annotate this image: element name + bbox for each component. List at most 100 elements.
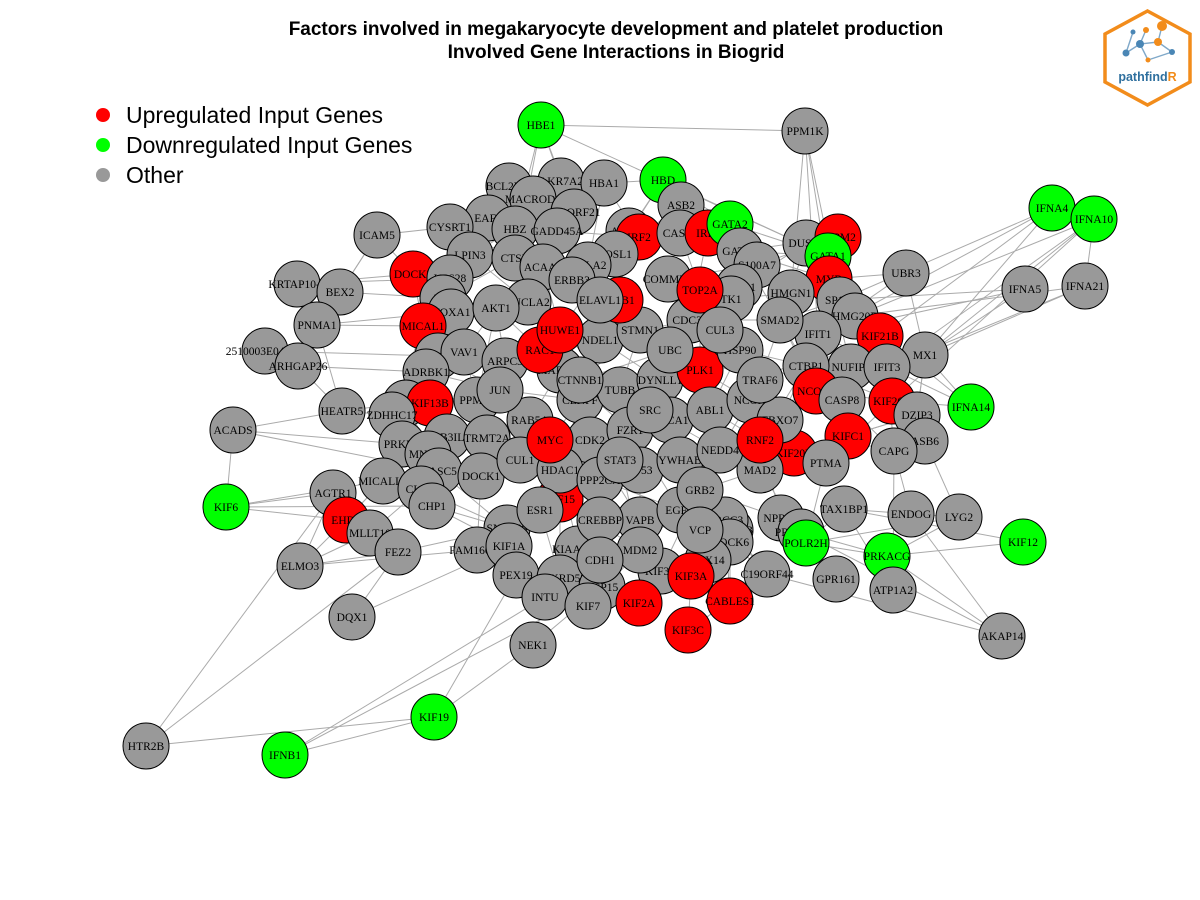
gene-node: STAT3: [596, 436, 644, 484]
gene-node-label: INTU: [531, 592, 559, 604]
gene-node-circle: [802, 439, 850, 487]
gene-node-circle: [676, 506, 724, 554]
gene-node-circle: [328, 593, 376, 641]
gene-node-circle: [209, 406, 257, 454]
gene-node-circle: [353, 211, 401, 259]
gene-node: MX1: [901, 331, 949, 379]
edge: [540, 124, 806, 132]
gene-node-label: CUL1: [506, 455, 535, 467]
gene-node-label: ENDOG: [891, 509, 931, 521]
gene-node: ELMO3: [276, 542, 324, 590]
gene-node-circle: [667, 552, 715, 600]
legend-item-down: Downregulated Input Genes: [96, 130, 412, 160]
gene-node-circle: [978, 612, 1026, 660]
gene-node-label: ICAM5: [359, 230, 395, 242]
gene-node-circle: [626, 386, 674, 434]
gene-node-label: KIF3C: [672, 625, 704, 637]
gene-node: ACADS: [209, 406, 257, 454]
edge: [225, 480, 384, 508]
gene-node-label: HBA1: [589, 178, 619, 190]
gene-node-label: CYSRT1: [429, 222, 471, 234]
gene-node: IFNA21: [1061, 262, 1109, 310]
gene-node-label: KIF6: [214, 502, 239, 514]
gene-node: ENDOG: [887, 490, 935, 538]
gene-node-circle: [509, 621, 557, 669]
gene-node-label: MYC: [537, 435, 564, 447]
gene-node: PPM1K: [781, 107, 829, 155]
gene-node: SMAD2: [756, 296, 804, 344]
gene-node: KIF12: [999, 518, 1047, 566]
gene-node-label: TAX1BP1: [820, 504, 869, 516]
gene-node-label: TUBB: [605, 385, 636, 397]
gene-node: CASP8: [818, 376, 866, 424]
gene-node-circle: [516, 486, 564, 534]
gene-node: ARHGAP26: [269, 342, 328, 390]
gene-node-circle: [122, 722, 170, 770]
gene-node: IFNA5: [1001, 265, 1049, 313]
edge: [839, 288, 1026, 301]
gene-node: MDM2: [616, 526, 664, 574]
logo-text: pathfind: [1118, 70, 1167, 84]
gene-node-label: VAPB: [625, 515, 655, 527]
gene-node-label: MX1: [913, 350, 938, 362]
gene-node: TAX1BP1: [820, 485, 869, 533]
gene-node-label: POLR2H: [784, 538, 827, 550]
gene-node: KIF7: [564, 582, 612, 630]
gene-node-label: ELAVL1: [579, 295, 621, 307]
gene-node-circle: [782, 519, 830, 567]
gene-node: AKT1: [472, 284, 520, 332]
edge: [145, 551, 399, 747]
edge: [232, 429, 403, 445]
gene-node-label: ACADS: [214, 425, 253, 437]
gene-node-circle: [536, 306, 584, 354]
legend-label-up: Upregulated Input Genes: [126, 101, 384, 128]
gene-node-circle: [882, 249, 930, 297]
legend-label-down: Downregulated Input Genes: [126, 131, 413, 158]
gene-node: HEATR5: [318, 387, 366, 435]
gene-node: GPR161: [812, 555, 860, 603]
gene-node: VCP: [676, 506, 724, 554]
legend-dot-other: [96, 168, 110, 182]
gene-node-circle: [374, 528, 422, 576]
gene-node-circle: [820, 485, 868, 533]
gene-node-circle: [646, 326, 694, 374]
gene-node-label: UBR3: [891, 268, 921, 280]
gene-node: HBE1: [517, 101, 565, 149]
gene-node: KRTAP10-8: [268, 260, 326, 308]
gene-node-label: STAT3: [604, 455, 637, 467]
gene-node-label: LYG2: [945, 512, 973, 524]
gene-node: GRB2: [676, 466, 724, 514]
gene-node-circle: [318, 387, 366, 435]
gene-node-label: MAD2: [744, 465, 777, 477]
gene-node-circle: [615, 579, 663, 627]
gene-node-label: TOP2A: [682, 285, 718, 297]
legend-dot-down: [96, 138, 110, 152]
gene-node-label: KIF2A: [623, 598, 656, 610]
gene-node-label: HBD: [651, 175, 675, 187]
gene-node-label: IFIT3: [874, 362, 901, 374]
gene-node: KIF3C: [664, 606, 712, 654]
gene-node: NEDD4: [696, 426, 744, 474]
gene-node-circle: [274, 342, 322, 390]
gene-node: FEZ2: [374, 528, 422, 576]
edge: [145, 716, 435, 747]
gene-node-label: KIF3A: [675, 571, 708, 583]
pathfindr-logo: pathfindR: [1103, 9, 1192, 107]
gene-node-label: IFNB1: [269, 750, 301, 762]
gene-node-label: KIF19: [419, 712, 449, 724]
gene-node-circle: [576, 536, 624, 584]
edge: [284, 596, 546, 756]
gene-node-circle: [564, 582, 612, 630]
gene-node-label: CDH1: [585, 555, 615, 567]
gene-node-label: PEX19: [499, 570, 532, 582]
gene-node-label: RNF2: [746, 435, 774, 447]
gene-node-circle: [1001, 265, 1049, 313]
gene-node-circle: [316, 268, 364, 316]
gene-node-label: TK1: [720, 294, 741, 306]
gene-node-label: ERBB3: [554, 275, 590, 287]
gene-node-circle: [276, 542, 324, 590]
title-line-1: Factors involved in megakaryocyte develo…: [288, 19, 944, 40]
gene-node-label: KIFC1: [832, 431, 864, 443]
edge: [284, 716, 435, 756]
gene-node-label: HEATR5: [321, 406, 364, 418]
